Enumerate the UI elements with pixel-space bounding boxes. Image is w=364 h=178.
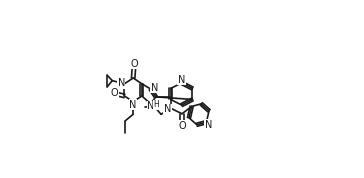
Text: O: O — [131, 59, 138, 69]
Text: O: O — [178, 121, 186, 131]
Text: N: N — [147, 101, 155, 111]
Text: N: N — [164, 104, 171, 114]
Text: N: N — [205, 120, 212, 130]
Text: O: O — [111, 88, 118, 98]
Text: N: N — [118, 78, 125, 88]
Text: N: N — [178, 75, 185, 85]
Text: N: N — [151, 83, 158, 93]
Text: H: H — [153, 100, 159, 109]
Text: N: N — [129, 100, 136, 110]
